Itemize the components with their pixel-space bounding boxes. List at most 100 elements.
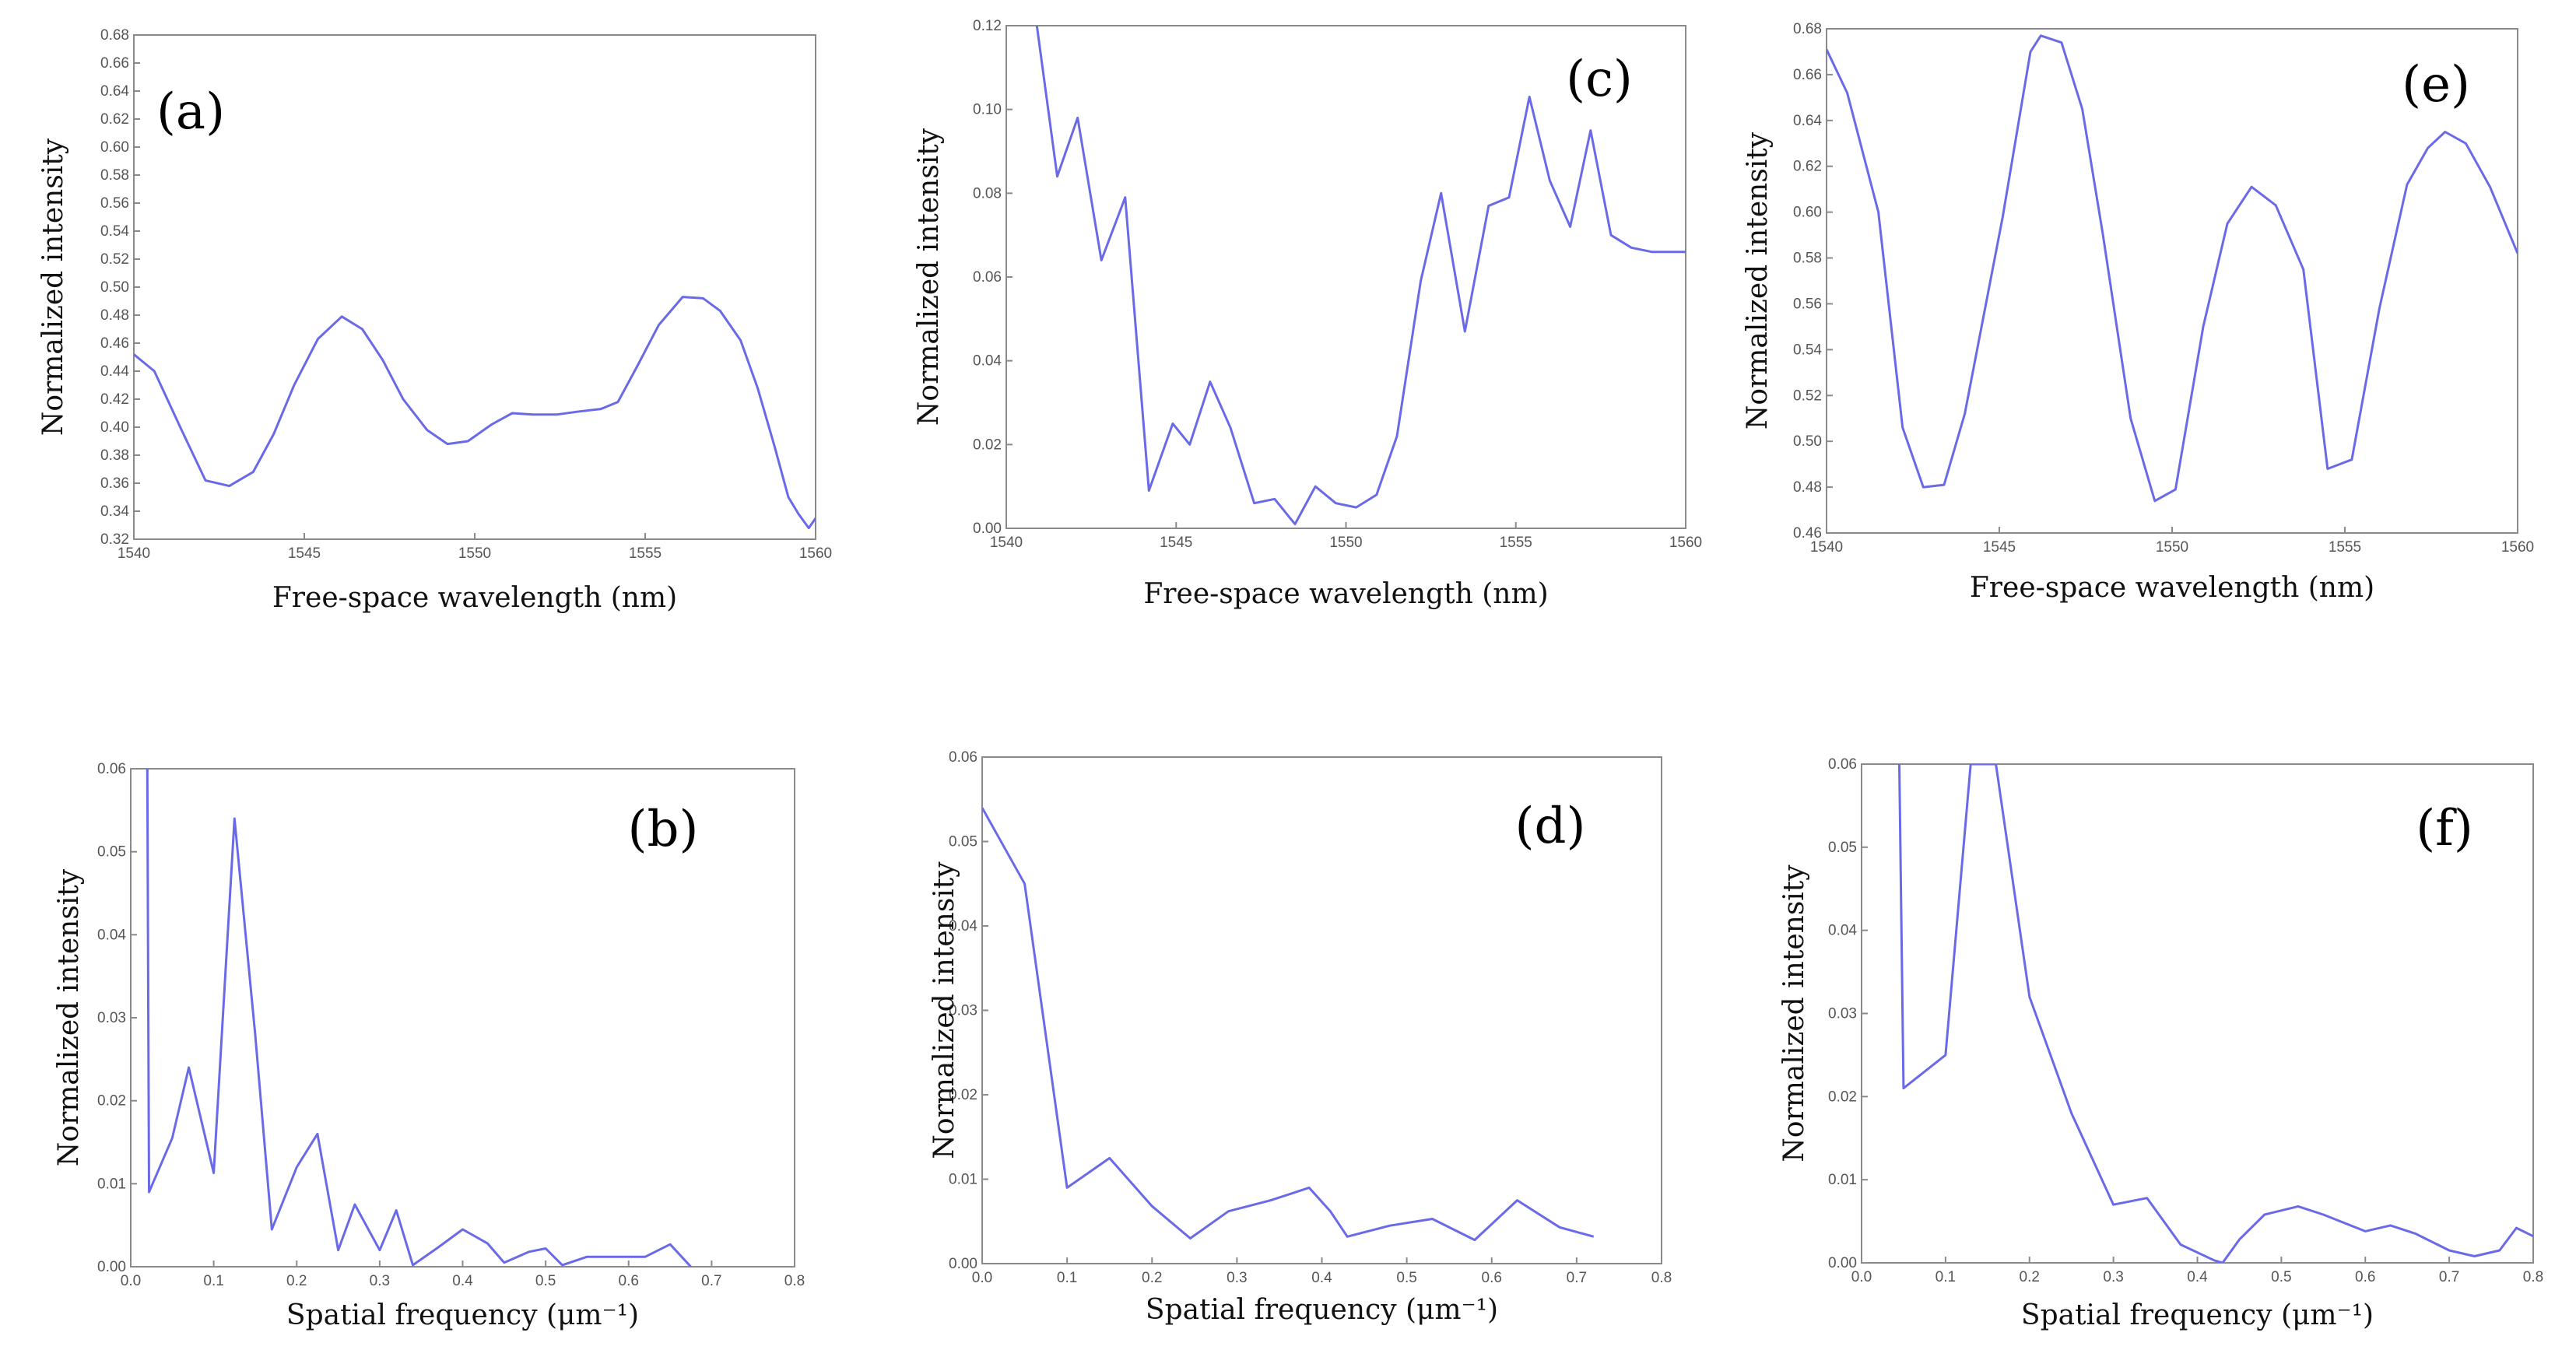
x-tick-label: 0.8 <box>1651 1270 1672 1286</box>
y-tick-label: 0.03 <box>97 1010 126 1026</box>
x-tick-label: 0.4 <box>1311 1270 1332 1286</box>
x-tick-label: 0.2 <box>2020 1269 2040 1285</box>
y-tick-label: 0.10 <box>973 102 1002 118</box>
x-tick-label: 0.7 <box>701 1273 721 1289</box>
y-tick-label: 0.68 <box>100 27 129 44</box>
panel-c: 1540 1545 1550 1555 1560 0.00 0.02 0.04 0.06 0.08… <box>913 18 1702 610</box>
y-tick-label: 0.60 <box>100 139 129 156</box>
panel-b: 0.0 0.1 0.2 0.3 0.4 0.5 0.6 0.7 0.8 0.00 0.01 0.02 0… <box>53 761 805 1331</box>
y-tick-label: 0.12 <box>973 18 1002 34</box>
x-tick-label: 1545 <box>1983 539 2016 556</box>
panel-label: (e) <box>2402 56 2470 114</box>
panel-label: (c) <box>1566 51 1633 108</box>
x-axis-title: Spatial frequency (μm⁻¹) <box>286 1299 639 1331</box>
y-tick-label: 0.38 <box>100 447 129 464</box>
y-tick-label: 0.60 <box>1793 205 1822 221</box>
y-tick-label: 0.42 <box>100 391 129 408</box>
x-axis-title: Free-space wavelength (nm) <box>272 582 677 614</box>
y-tick-label: 0.64 <box>1793 113 1822 129</box>
y-tick-label: 0.04 <box>973 353 1002 370</box>
y-tick-label: 0.48 <box>1793 479 1822 496</box>
y-tick-label: 0.06 <box>973 269 1002 286</box>
x-tick-label: 0.1 <box>203 1273 223 1289</box>
y-axis-title: Normalized intensity <box>37 138 69 436</box>
x-tick-label: 0.2 <box>286 1273 307 1289</box>
y-tick-label: 0.66 <box>1793 67 1822 83</box>
y-tick-label: 0.46 <box>1793 525 1822 542</box>
y-tick-label: 0.04 <box>97 927 126 943</box>
series-line <box>1898 764 2533 1263</box>
y-tick-label: 0.64 <box>100 83 129 100</box>
series-line <box>134 296 816 530</box>
panel-d: 0.0 0.1 0.2 0.3 0.4 0.5 0.6 0.7 0.8 0.00 0.01 0.02 0… <box>928 749 1672 1326</box>
x-tick-label: 0.6 <box>1482 1270 1502 1286</box>
x-tick-label: 0.3 <box>370 1273 390 1289</box>
panel-label: (b) <box>628 801 699 858</box>
x-tick-label: 1545 <box>288 545 321 562</box>
y-tick-label: 0.48 <box>100 307 129 324</box>
y-tick-label: 0.62 <box>1793 159 1822 175</box>
y-tick-label: 0.54 <box>1793 342 1822 358</box>
y-tick-label: 0.54 <box>100 223 129 240</box>
x-tick-label: 0.8 <box>784 1273 805 1289</box>
x-tick-label: 1560 <box>1669 535 1702 551</box>
x-tick-label: 1555 <box>2329 539 2361 556</box>
x-tick-label: 1550 <box>1329 535 1362 551</box>
y-tick-label: 0.06 <box>97 761 126 777</box>
x-tick-label: 0.0 <box>972 1270 992 1286</box>
panel-f: 0.0 0.1 0.2 0.3 0.4 0.5 0.6 0.7 0.8 0.00 0.01 0.02 0… <box>1778 756 2543 1331</box>
y-tick-label: 0.32 <box>100 531 129 548</box>
x-tick-label: 1550 <box>458 545 491 562</box>
y-tick-label: 0.01 <box>97 1176 126 1192</box>
y-tick-label: 0.44 <box>100 363 129 380</box>
x-tick-label: 1545 <box>1160 535 1192 551</box>
y-tick-label: 0.05 <box>949 834 977 850</box>
y-tick-label: 0.04 <box>949 918 977 934</box>
x-tick-label: 0.8 <box>2523 1269 2543 1285</box>
panel-a: 1540 1545 1550 1555 1560 0.32 0.34 0.36 0.38 0.40… <box>37 27 832 614</box>
y-tick-label: 0.01 <box>949 1172 977 1188</box>
panel-label: (f) <box>2416 800 2473 857</box>
y-tick-label: 0.40 <box>100 419 129 436</box>
y-tick-label: 0.04 <box>1828 923 1857 939</box>
x-axis-title: Free-space wavelength (nm) <box>1143 578 1548 610</box>
y-tick-label: 0.08 <box>973 185 1002 202</box>
x-tick-label: 0.5 <box>2271 1269 2291 1285</box>
y-tick-label: 0.03 <box>1828 1006 1857 1022</box>
y-tick-label: 0.52 <box>1793 387 1822 404</box>
x-tick-label: 1560 <box>799 545 832 562</box>
plot-frame <box>133 34 816 540</box>
panel-label: (d) <box>1515 798 1586 855</box>
x-tick-label: 0.6 <box>619 1273 639 1289</box>
x-tick-label: 1555 <box>1500 535 1532 551</box>
y-tick-label: 0.56 <box>100 195 129 212</box>
y-tick-label: 0.05 <box>97 844 126 861</box>
y-tick-label: 0.06 <box>1828 756 1857 773</box>
y-tick-label: 0.36 <box>100 475 129 492</box>
y-axis-title: Normalized intensity <box>928 861 960 1159</box>
x-axis-title: Free-space wavelength (nm) <box>1970 572 2374 604</box>
x-tick-label: 0.0 <box>1851 1269 1872 1285</box>
panel-e: 1540 1545 1550 1555 1560 0.46 0.48 0.50 0.52 0.54… <box>1742 21 2534 604</box>
y-axis-title: Normalized intensity <box>1778 864 1810 1162</box>
y-tick-label: 0.50 <box>1793 433 1822 450</box>
x-tick-label: 0.3 <box>1227 1270 1247 1286</box>
y-tick-label: 0.03 <box>949 1003 977 1019</box>
x-tick-label: 0.4 <box>452 1273 473 1289</box>
y-tick-label: 0.52 <box>100 251 129 268</box>
y-tick-label: 0.56 <box>1793 296 1822 312</box>
x-axis-title: Spatial frequency (μm⁻¹) <box>2021 1299 2374 1331</box>
series-line <box>146 769 692 1267</box>
x-tick-label: 0.0 <box>121 1273 141 1289</box>
series-line <box>982 807 1595 1242</box>
y-tick-label: 0.01 <box>1828 1172 1857 1188</box>
series-line <box>1827 34 2518 503</box>
x-tick-label: 0.5 <box>1396 1270 1416 1286</box>
y-tick-label: 0.58 <box>1793 251 1822 267</box>
y-tick-label: 0.02 <box>1828 1089 1857 1105</box>
y-tick-label: 0.50 <box>100 279 129 296</box>
x-tick-label: 1560 <box>2501 539 2534 556</box>
x-tick-label: 1550 <box>2156 539 2188 556</box>
y-tick-label: 0.02 <box>97 1093 126 1110</box>
